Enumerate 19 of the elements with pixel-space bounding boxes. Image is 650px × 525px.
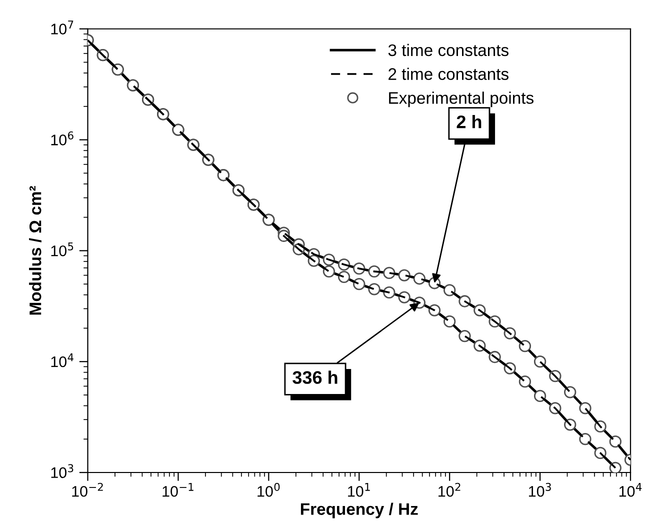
legend-label: 3 time constants [388, 44, 508, 56]
x-tick-label: 10$^{0}$ [258, 482, 280, 497]
annotation: 2 h [456, 114, 482, 128]
y-tick-label: 10$^{6}$ [51, 131, 74, 146]
y-axis-title: Modulus / Ω cm² [29, 186, 42, 315]
y-tick-label: 10$^{7}$ [51, 20, 74, 34]
annotation: 336 h [292, 370, 338, 384]
x-tick-label: 10$^{2}$ [438, 482, 460, 497]
x-tick-label: 10$^{−1}$ [162, 483, 194, 497]
x-axis-title: Frequency / Hz [300, 502, 418, 518]
x-tick-label: 10$^{4}$ [619, 483, 642, 497]
x-tick-label: 10$^{−2}$ [72, 482, 103, 497]
legend-label: 2 time constants [388, 68, 508, 80]
y-tick-label: 10$^{5}$ [51, 242, 74, 256]
x-tick-label: 10$^{1}$ [348, 483, 370, 497]
y-tick-label: 10$^{3}$ [51, 464, 74, 478]
x-tick-label: 10$^{3}$ [528, 482, 551, 497]
y-tick-label: 10$^{4}$ [51, 353, 74, 368]
legend-label: Experimental points [389, 92, 534, 108]
